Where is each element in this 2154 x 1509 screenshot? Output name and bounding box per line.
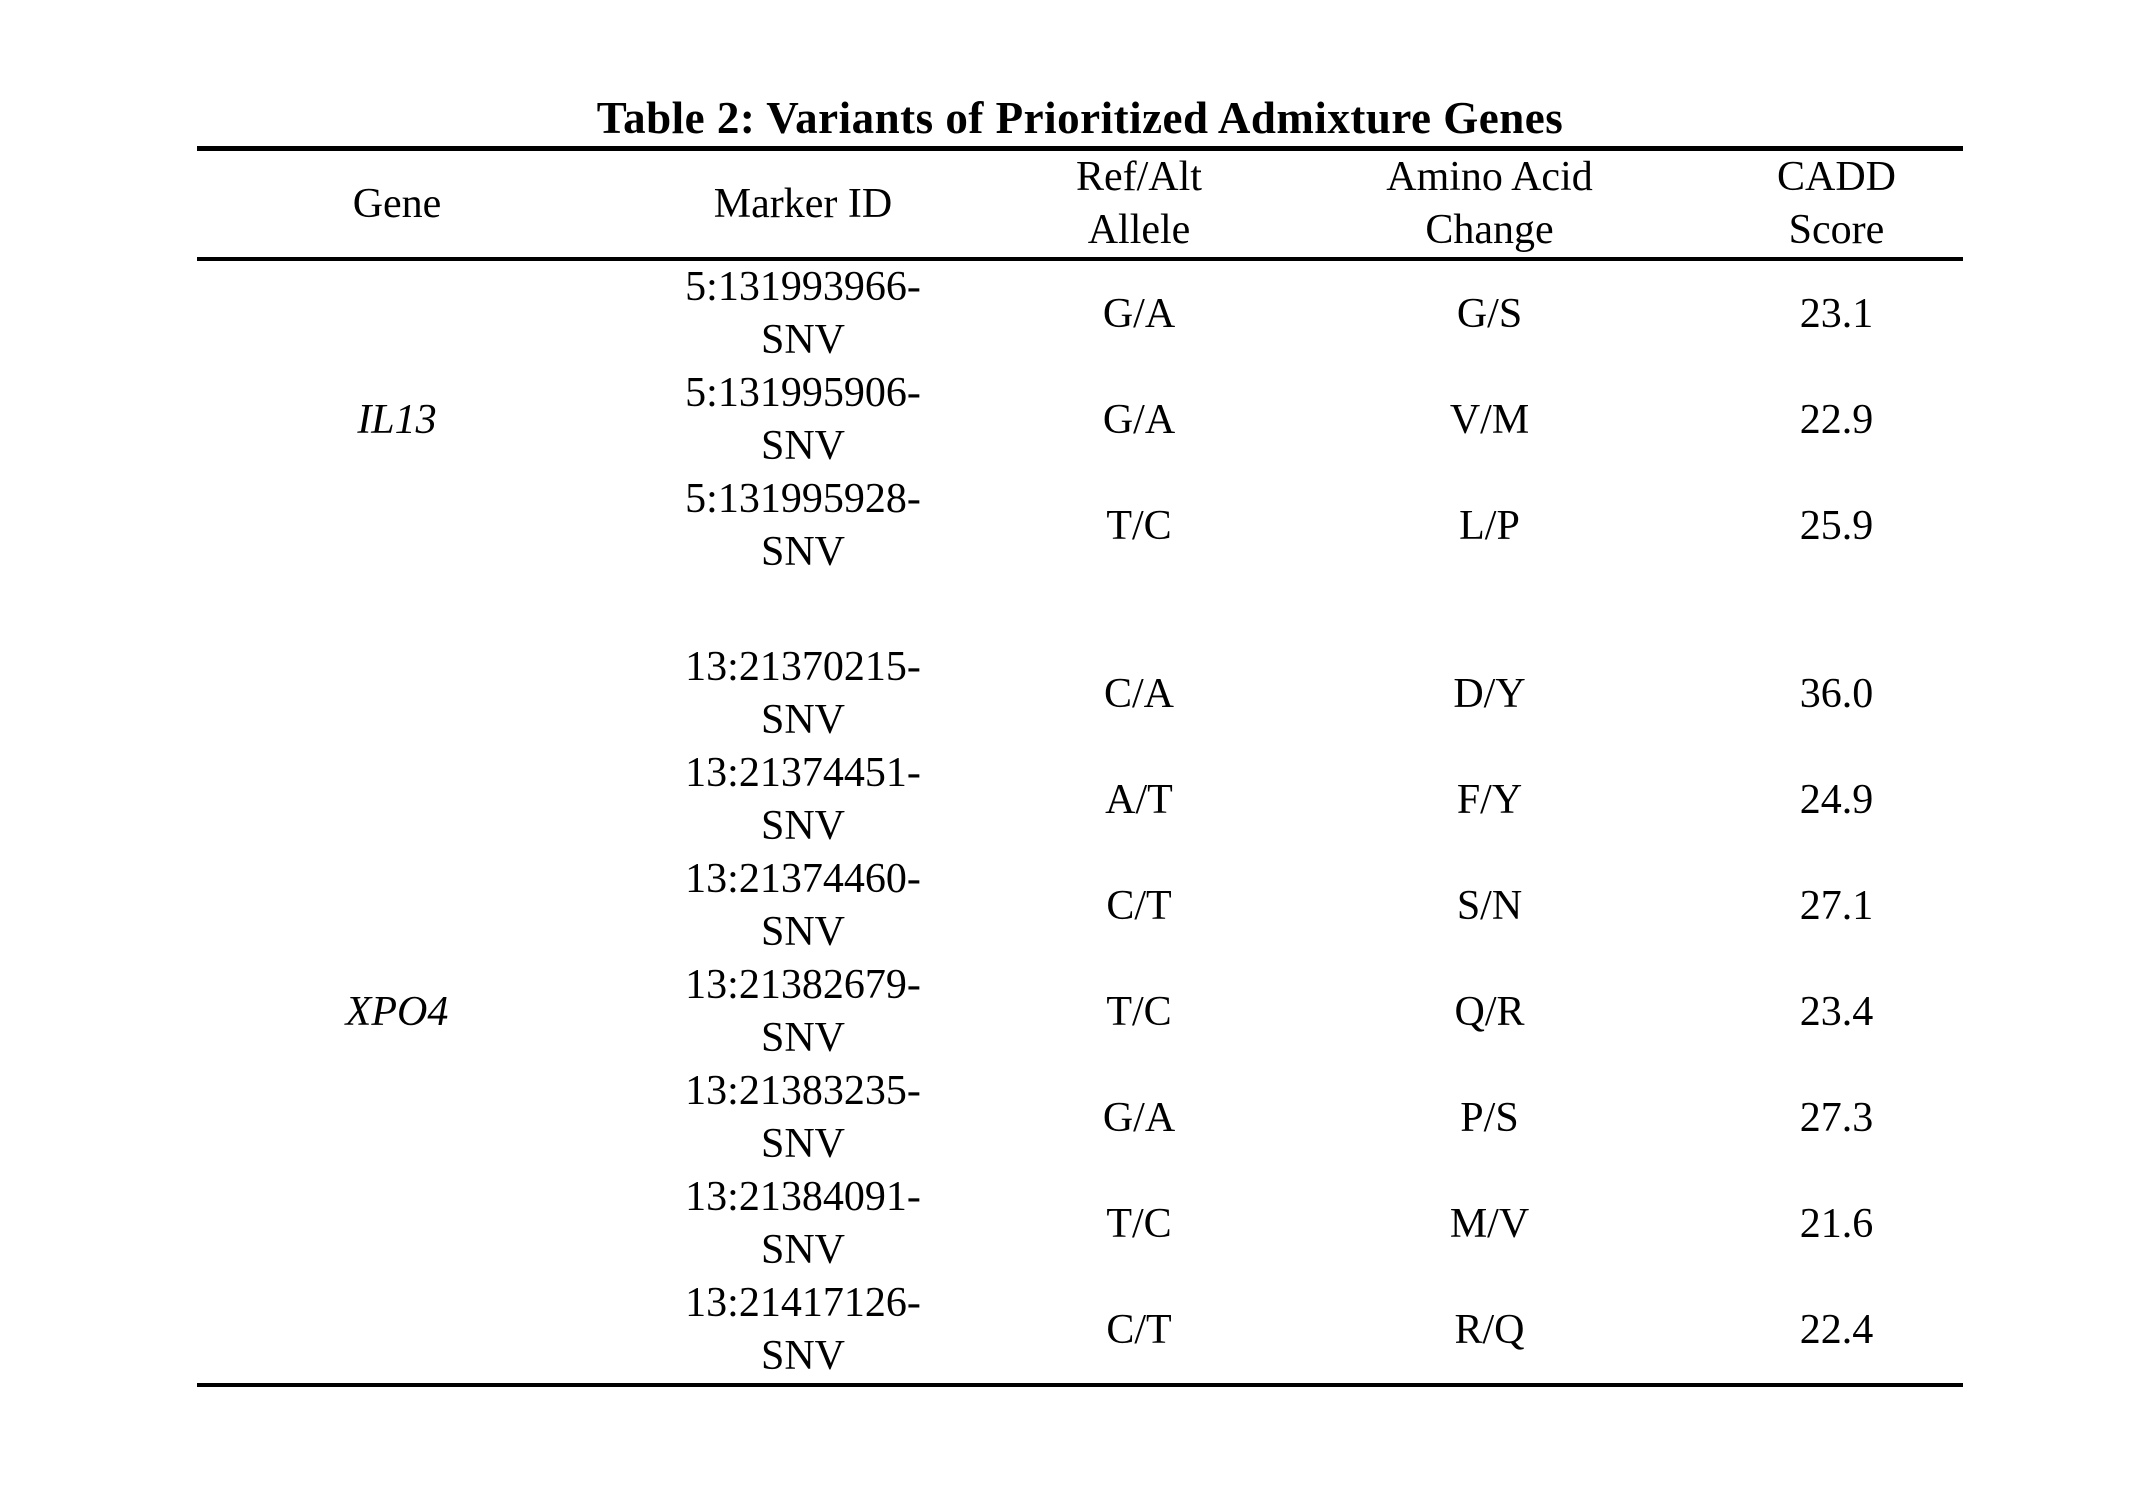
ref-alt-cell: G/A bbox=[1102, 396, 1176, 443]
gene-name-il13: IL13 bbox=[357, 396, 437, 443]
marker-id-cell: 13:21383235-SNV bbox=[597, 1065, 1009, 1171]
marker-id-cell: 13:21370215-SNV bbox=[597, 641, 1009, 747]
ref-alt-cell: C/T bbox=[1106, 1306, 1172, 1353]
ref-alt-cell: T/C bbox=[1106, 1200, 1172, 1247]
variant-row: 13:21374460-SNV C/T S/N 27.1 bbox=[197, 853, 1963, 959]
variant-row: 13:21374451-SNV A/T F/Y 24.9 bbox=[197, 747, 1963, 853]
column-header-ref-alt-allele-label: Ref/Alt Allele bbox=[1076, 154, 1202, 253]
marker-id-cell: 13:21417126-SNV bbox=[597, 1277, 1009, 1385]
variant-row: 13:21383235-SNV G/A P/S 27.3 bbox=[197, 1065, 1963, 1171]
table-header: Gene Marker ID Ref/Alt Allele Amino Acid… bbox=[197, 148, 1963, 261]
marker-id-value: 13:21370215-SNV bbox=[685, 644, 921, 743]
marker-id-value: 13:21382679-SNV bbox=[685, 962, 921, 1061]
marker-id-value: 13:21374460-SNV bbox=[685, 856, 921, 955]
ref-alt-cell: A/T bbox=[1105, 776, 1173, 823]
marker-id-value: 13:21417126-SNV bbox=[685, 1280, 921, 1379]
cadd-score-cell: 22.9 bbox=[1799, 396, 1874, 443]
column-header-amino-acid-change-label: Amino Acid Change bbox=[1386, 154, 1593, 253]
marker-id-value: 5:131995906-SNV bbox=[685, 370, 921, 469]
ref-alt-cell: G/A bbox=[1102, 1094, 1176, 1141]
variant-row: 13:21384091-SNV T/C M/V 21.6 bbox=[197, 1171, 1963, 1277]
marker-id-value: 5:131995928-SNV bbox=[685, 476, 921, 575]
cadd-score-cell: 23.1 bbox=[1799, 290, 1874, 337]
cadd-score-cell: 21.6 bbox=[1799, 1200, 1874, 1247]
variant-row: XPO4 13:21370215-SNV C/A D/Y 36.0 bbox=[197, 641, 1963, 1035]
column-header-gene: Gene bbox=[197, 148, 597, 261]
ref-alt-cell: C/T bbox=[1106, 882, 1172, 929]
cadd-score-cell: 24.9 bbox=[1799, 776, 1874, 823]
ref-alt-cell: G/A bbox=[1102, 290, 1176, 337]
marker-id-value: 13:21384091-SNV bbox=[685, 1174, 921, 1273]
variant-row: IL13 5:131993966-SNV G/A G/S 23.1 bbox=[197, 259, 1963, 443]
marker-id-cell: 5:131995928-SNV bbox=[597, 473, 1009, 579]
marker-id-cell: 13:21384091-SNV bbox=[597, 1171, 1009, 1277]
marker-id-cell: 5:131993966-SNV bbox=[597, 259, 1009, 367]
variant-row: 5:131995928-SNV T/C L/P 25.9 bbox=[197, 473, 1963, 579]
variant-row: 5:131995906-SNV G/A V/M 22.9 bbox=[197, 367, 1963, 473]
column-header-amino-acid-change: Amino Acid Change bbox=[1269, 148, 1710, 261]
variant-row: 13:21382679-SNV T/C Q/R 23.4 bbox=[197, 959, 1963, 1065]
amino-acid-cell: V/M bbox=[1449, 396, 1530, 443]
cadd-score-cell: 22.4 bbox=[1799, 1306, 1874, 1353]
marker-id-cell: 13:21374460-SNV bbox=[597, 853, 1009, 959]
cadd-score-cell: 25.9 bbox=[1799, 502, 1874, 549]
marker-id-value: 5:131993966-SNV bbox=[685, 264, 921, 363]
header-row: Gene Marker ID Ref/Alt Allele Amino Acid… bbox=[197, 148, 1963, 261]
marker-id-cell: 5:131995906-SNV bbox=[597, 367, 1009, 473]
amino-acid-cell: D/Y bbox=[1453, 670, 1526, 717]
column-header-marker-id: Marker ID bbox=[597, 148, 1009, 261]
amino-acid-cell: G/S bbox=[1456, 290, 1523, 337]
amino-acid-cell: Q/R bbox=[1454, 988, 1525, 1035]
gene-name-xpo4: XPO4 bbox=[345, 988, 449, 1035]
amino-acid-cell: M/V bbox=[1449, 1200, 1530, 1247]
cadd-score-cell: 36.0 bbox=[1799, 670, 1874, 717]
amino-acid-cell: L/P bbox=[1459, 502, 1520, 549]
cadd-score-cell: 27.1 bbox=[1799, 882, 1874, 929]
cadd-score-cell: 23.4 bbox=[1799, 988, 1874, 1035]
marker-id-value: 13:21374451-SNV bbox=[685, 750, 921, 849]
amino-acid-cell: F/Y bbox=[1456, 776, 1523, 823]
variant-row: 13:21417126-SNV C/T R/Q 22.4 bbox=[197, 1277, 1963, 1385]
marker-id-cell: 13:21382679-SNV bbox=[597, 959, 1009, 1065]
variants-table: Gene Marker ID Ref/Alt Allele Amino Acid… bbox=[197, 146, 1963, 1387]
marker-id-value: 13:21383235-SNV bbox=[685, 1068, 921, 1167]
marker-id-cell: 13:21374451-SNV bbox=[597, 747, 1009, 853]
column-header-cadd-score: CADD Score bbox=[1710, 148, 1963, 261]
column-header-gene-label: Gene bbox=[352, 180, 442, 227]
ref-alt-cell: T/C bbox=[1106, 988, 1172, 1035]
table-body: IL13 5:131993966-SNV G/A G/S 23.1 5:1319… bbox=[197, 259, 1963, 1385]
column-header-ref-alt-allele: Ref/Alt Allele bbox=[1009, 148, 1269, 261]
ref-alt-cell: T/C bbox=[1106, 502, 1172, 549]
amino-acid-cell: P/S bbox=[1460, 1094, 1519, 1141]
group-spacer-cell bbox=[197, 579, 1963, 641]
ref-alt-cell: C/A bbox=[1103, 670, 1174, 717]
table-title: Table 2: Variants of Prioritized Admixtu… bbox=[596, 93, 1564, 143]
column-header-marker-id-label: Marker ID bbox=[713, 180, 893, 227]
amino-acid-cell: S/N bbox=[1456, 882, 1523, 929]
document-page: Table 2: Variants of Prioritized Admixtu… bbox=[197, 92, 1963, 1387]
group-spacer-row bbox=[197, 579, 1963, 641]
column-header-cadd-score-label: CADD Score bbox=[1776, 154, 1896, 253]
cadd-score-cell: 27.3 bbox=[1799, 1094, 1874, 1141]
amino-acid-cell: R/Q bbox=[1454, 1306, 1525, 1353]
